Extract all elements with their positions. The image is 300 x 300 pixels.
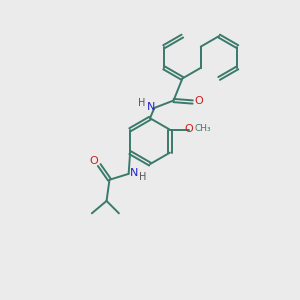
- Text: H: H: [138, 98, 146, 109]
- Text: O: O: [89, 157, 98, 166]
- Text: N: N: [130, 168, 138, 178]
- Text: O: O: [185, 124, 194, 134]
- Text: N: N: [147, 102, 155, 112]
- Text: O: O: [194, 96, 203, 106]
- Text: H: H: [139, 172, 146, 182]
- Text: CH₃: CH₃: [195, 124, 211, 133]
